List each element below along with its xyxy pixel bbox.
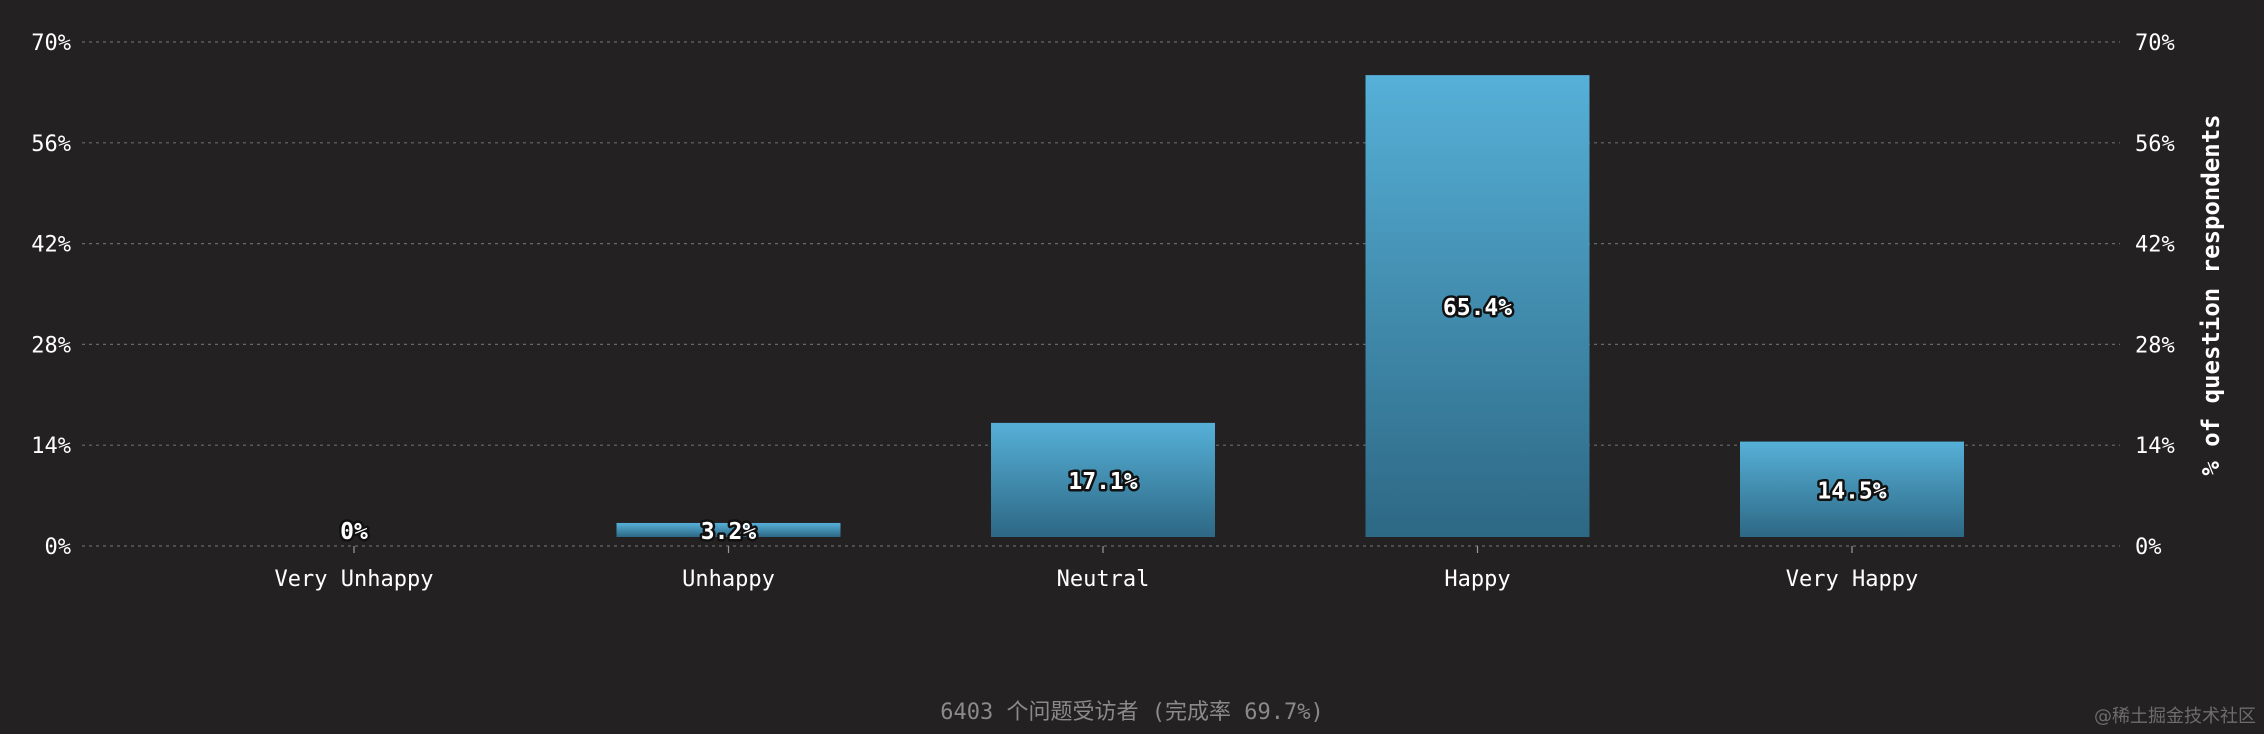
y-tick-label-right: 14%	[2135, 434, 2175, 459]
bar-happy	[1365, 75, 1590, 538]
bar-value-label: 3.2%	[701, 519, 757, 545]
bar-unhappy	[616, 522, 841, 537]
respondents-footer: 6403 个问题受访者 (完成率 69.7%)	[940, 700, 1324, 725]
y-tick-label-right: 28%	[2135, 333, 2175, 358]
y-tick-label-left: 42%	[31, 233, 71, 258]
y-tick-label-right: 0%	[2135, 535, 2162, 560]
y-tick-label-left: 0%	[45, 535, 72, 560]
bar-value-label: 17.1%	[1068, 469, 1137, 495]
y-tick-label-left: 56%	[31, 132, 71, 157]
x-tick-label: Very Happy	[1786, 567, 1918, 592]
y-tick-label-right: 56%	[2135, 132, 2175, 157]
y-tick-label-right: 42%	[2135, 233, 2175, 258]
bar-value-label: 0%	[340, 519, 368, 545]
bar-very-happy	[1740, 441, 1964, 537]
y-axis-label-right: % of question respondents	[2197, 114, 2225, 475]
x-tick-label: Happy	[1444, 567, 1510, 592]
x-tick-label: Unhappy	[682, 567, 775, 592]
y-tick-label-left: 28%	[31, 333, 71, 358]
x-axis: Very Unhappy Unhappy Neutral Happy Very Happ…	[275, 546, 1918, 592]
bars: 0% 3.2% 17.1% 65.4% 14.5%	[338, 75, 1964, 548]
watermark-text: @稀土掘金技术社区	[2094, 706, 2256, 727]
y-tick-label-left: 14%	[31, 434, 71, 459]
y-axis-left: 0% 14% 28% 42% 56% 70%	[31, 31, 71, 560]
y-axis-right: 0% 14% 28% 42% 56% 70%	[2135, 31, 2175, 560]
y-tick-label-left: 70%	[31, 31, 71, 56]
bar-value-label: 14.5%	[1817, 478, 1886, 504]
bar-value-label: 65.4%	[1443, 295, 1512, 321]
bar-neutral	[991, 422, 1215, 537]
x-tick-label: Neutral	[1057, 567, 1150, 592]
x-tick-label: Very Unhappy	[275, 567, 434, 592]
y-tick-label-right: 70%	[2135, 31, 2175, 56]
